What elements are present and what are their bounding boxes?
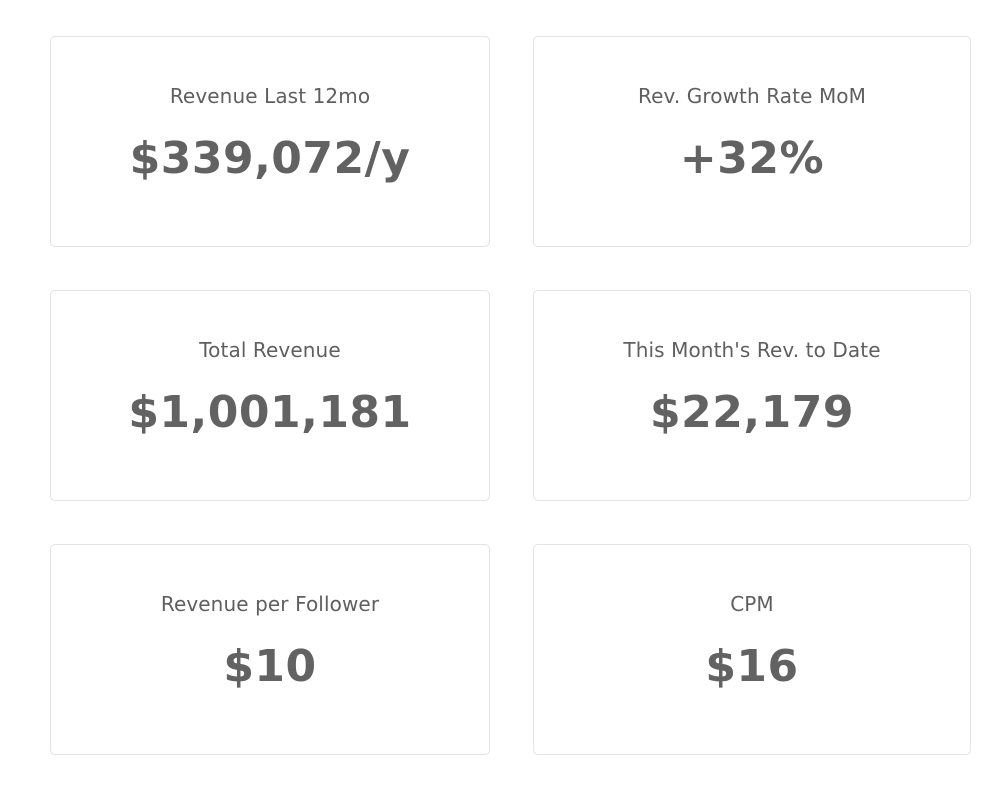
metric-value: $22,179 <box>650 387 854 438</box>
metric-value: +32% <box>679 133 825 184</box>
metric-card-revenue-last-12mo: Revenue Last 12mo $339,072/y <box>50 36 490 247</box>
metric-title: Rev. Growth Rate MoM <box>637 84 866 108</box>
metric-title: This Month's Rev. to Date <box>623 338 881 362</box>
metric-value: $1,001,181 <box>128 387 412 438</box>
metrics-grid: Revenue Last 12mo $339,072/y Rev. Growth… <box>50 36 971 755</box>
metric-card-rev-growth-rate-mom: Rev. Growth Rate MoM +32% <box>533 36 971 247</box>
metric-card-revenue-per-follower: Revenue per Follower $10 <box>50 544 490 755</box>
metric-card-total-revenue: Total Revenue $1,001,181 <box>50 290 490 501</box>
metric-card-cpm: CPM $16 <box>533 544 971 755</box>
metric-card-this-months-rev-to-date: This Month's Rev. to Date $22,179 <box>533 290 971 501</box>
metric-title: Revenue per Follower <box>160 592 380 616</box>
metric-title: Revenue Last 12mo <box>169 84 371 108</box>
metric-value: $10 <box>223 641 317 692</box>
metric-value: $16 <box>705 641 799 692</box>
metric-title: CPM <box>730 592 774 616</box>
metric-value: $339,072/y <box>129 133 411 184</box>
metric-title: Total Revenue <box>199 338 341 362</box>
